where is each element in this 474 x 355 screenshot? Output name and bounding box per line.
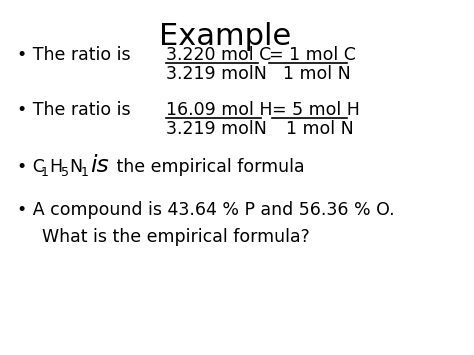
Text: the empirical formula: the empirical formula bbox=[111, 158, 305, 176]
Text: • The ratio is: • The ratio is bbox=[17, 46, 136, 64]
Text: What is the empirical formula?: What is the empirical formula? bbox=[42, 228, 310, 246]
Text: 5: 5 bbox=[61, 166, 69, 179]
Text: 1: 1 bbox=[81, 166, 89, 179]
Text: 3.219 molN: 3.219 molN bbox=[166, 65, 267, 83]
Text: 1 mol N: 1 mol N bbox=[286, 120, 353, 138]
Text: 1: 1 bbox=[41, 166, 49, 179]
Text: is: is bbox=[90, 154, 109, 177]
Text: • The ratio is: • The ratio is bbox=[17, 101, 136, 119]
Text: • C: • C bbox=[17, 158, 45, 176]
Text: 3.219 molN: 3.219 molN bbox=[166, 120, 267, 138]
Text: H: H bbox=[49, 158, 63, 176]
Text: 3.220 mol C: 3.220 mol C bbox=[166, 46, 271, 64]
Text: = 1 mol C: = 1 mol C bbox=[270, 46, 356, 64]
Text: Example: Example bbox=[159, 22, 291, 51]
Text: N: N bbox=[69, 158, 82, 176]
Text: 16.09 mol H: 16.09 mol H bbox=[166, 101, 273, 119]
Text: • A compound is 43.64 % P and 56.36 % O.: • A compound is 43.64 % P and 56.36 % O. bbox=[17, 201, 395, 219]
Text: = 5 mol H: = 5 mol H bbox=[273, 101, 360, 119]
Text: 1 mol N: 1 mol N bbox=[283, 65, 350, 83]
